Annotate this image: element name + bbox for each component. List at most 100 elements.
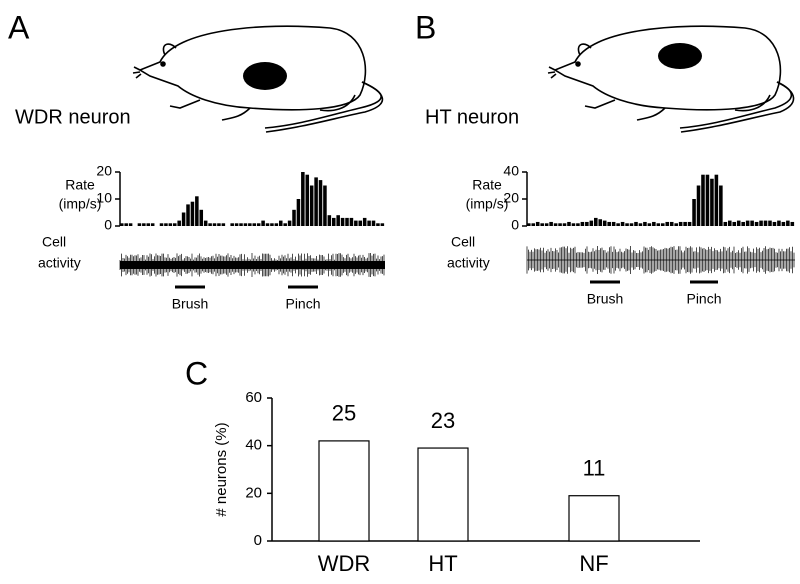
bar bbox=[674, 223, 678, 226]
bar bbox=[221, 223, 226, 226]
bar bbox=[719, 185, 723, 226]
bar bbox=[576, 223, 580, 226]
bar bbox=[376, 223, 380, 226]
y-label: Rate bbox=[472, 177, 502, 193]
y-label: # neurons (%) bbox=[213, 422, 230, 516]
bar bbox=[345, 217, 349, 226]
bar bbox=[553, 223, 558, 226]
bar bbox=[212, 223, 217, 226]
bar bbox=[256, 223, 261, 226]
bar bbox=[177, 220, 181, 226]
bar bbox=[309, 185, 314, 226]
bar bbox=[754, 221, 759, 226]
bar bbox=[164, 223, 168, 226]
bar bbox=[549, 221, 553, 226]
bar bbox=[786, 220, 790, 226]
bar bbox=[120, 223, 124, 226]
bar bbox=[710, 178, 714, 226]
panel-letter: C bbox=[185, 355, 208, 391]
bar bbox=[367, 220, 371, 226]
bar bbox=[714, 174, 719, 226]
bar bbox=[647, 223, 652, 226]
bar bbox=[656, 223, 661, 226]
bar bbox=[629, 223, 634, 226]
bar bbox=[527, 223, 531, 226]
bar bbox=[665, 221, 670, 226]
bar bbox=[128, 223, 133, 226]
bar bbox=[634, 221, 638, 226]
y-label: Rate bbox=[65, 177, 95, 193]
bar bbox=[728, 220, 732, 226]
panel-letter: B bbox=[415, 9, 436, 45]
y-tick-label: 0 bbox=[104, 217, 112, 233]
bar bbox=[598, 219, 603, 226]
bar bbox=[638, 223, 643, 226]
blot-a bbox=[243, 62, 287, 90]
y-label: (imp/s) bbox=[466, 196, 509, 212]
count-label: 23 bbox=[431, 408, 455, 433]
y-tick-label: 20 bbox=[96, 163, 112, 179]
bar bbox=[417, 447, 469, 542]
x-tick-label: HT bbox=[428, 551, 457, 576]
trace-band bbox=[120, 261, 385, 269]
bar bbox=[531, 223, 536, 226]
y-tick-label: 40 bbox=[503, 163, 519, 179]
x-tick-label: WDR bbox=[318, 551, 371, 576]
bar bbox=[705, 174, 710, 226]
bar bbox=[203, 220, 208, 226]
bar bbox=[585, 221, 589, 226]
bar bbox=[750, 220, 754, 226]
bar bbox=[607, 221, 611, 226]
bar bbox=[568, 495, 620, 542]
y-label: (imp/s) bbox=[59, 196, 102, 212]
bar bbox=[602, 220, 607, 226]
bar bbox=[252, 223, 257, 226]
bar bbox=[683, 221, 687, 226]
bar bbox=[301, 172, 305, 226]
bar bbox=[772, 221, 777, 226]
bar bbox=[745, 220, 750, 226]
stimulus-label: Pinch bbox=[285, 296, 320, 312]
bar bbox=[723, 221, 728, 226]
bar bbox=[567, 221, 571, 226]
bar bbox=[558, 223, 562, 226]
bar bbox=[181, 212, 186, 226]
bar bbox=[265, 223, 270, 226]
bar bbox=[544, 223, 549, 226]
bar bbox=[239, 223, 243, 226]
bar bbox=[701, 174, 705, 226]
y-tick-label: 60 bbox=[245, 389, 262, 406]
neuron-label: HT neuron bbox=[425, 106, 519, 128]
bar bbox=[137, 223, 142, 226]
bar bbox=[318, 440, 370, 542]
bar bbox=[371, 220, 376, 226]
stimulus-label: Brush bbox=[587, 291, 624, 307]
y-tick-label: 10 bbox=[96, 190, 112, 206]
bar bbox=[354, 220, 358, 226]
bar bbox=[362, 217, 367, 226]
bar bbox=[380, 223, 385, 226]
bar bbox=[146, 223, 151, 226]
bar bbox=[186, 204, 190, 226]
bar bbox=[248, 223, 252, 226]
trace-label: Cell bbox=[42, 234, 66, 250]
panel-letter: A bbox=[8, 9, 30, 45]
neuron-label: WDR neuron bbox=[15, 106, 131, 128]
count-label: 25 bbox=[332, 401, 356, 426]
bar bbox=[562, 223, 567, 226]
bar bbox=[159, 223, 164, 226]
bar bbox=[678, 221, 683, 226]
bar bbox=[168, 223, 173, 226]
bar bbox=[768, 220, 772, 226]
bar bbox=[173, 223, 177, 226]
bar bbox=[669, 221, 674, 226]
bar bbox=[243, 223, 248, 226]
bar bbox=[540, 223, 544, 226]
trace-label: activity bbox=[447, 255, 490, 271]
stimulus-label: Brush bbox=[172, 296, 209, 312]
bar bbox=[199, 209, 204, 226]
bar bbox=[594, 217, 598, 226]
bar bbox=[305, 174, 310, 226]
bar bbox=[580, 221, 585, 226]
bar bbox=[327, 215, 332, 226]
